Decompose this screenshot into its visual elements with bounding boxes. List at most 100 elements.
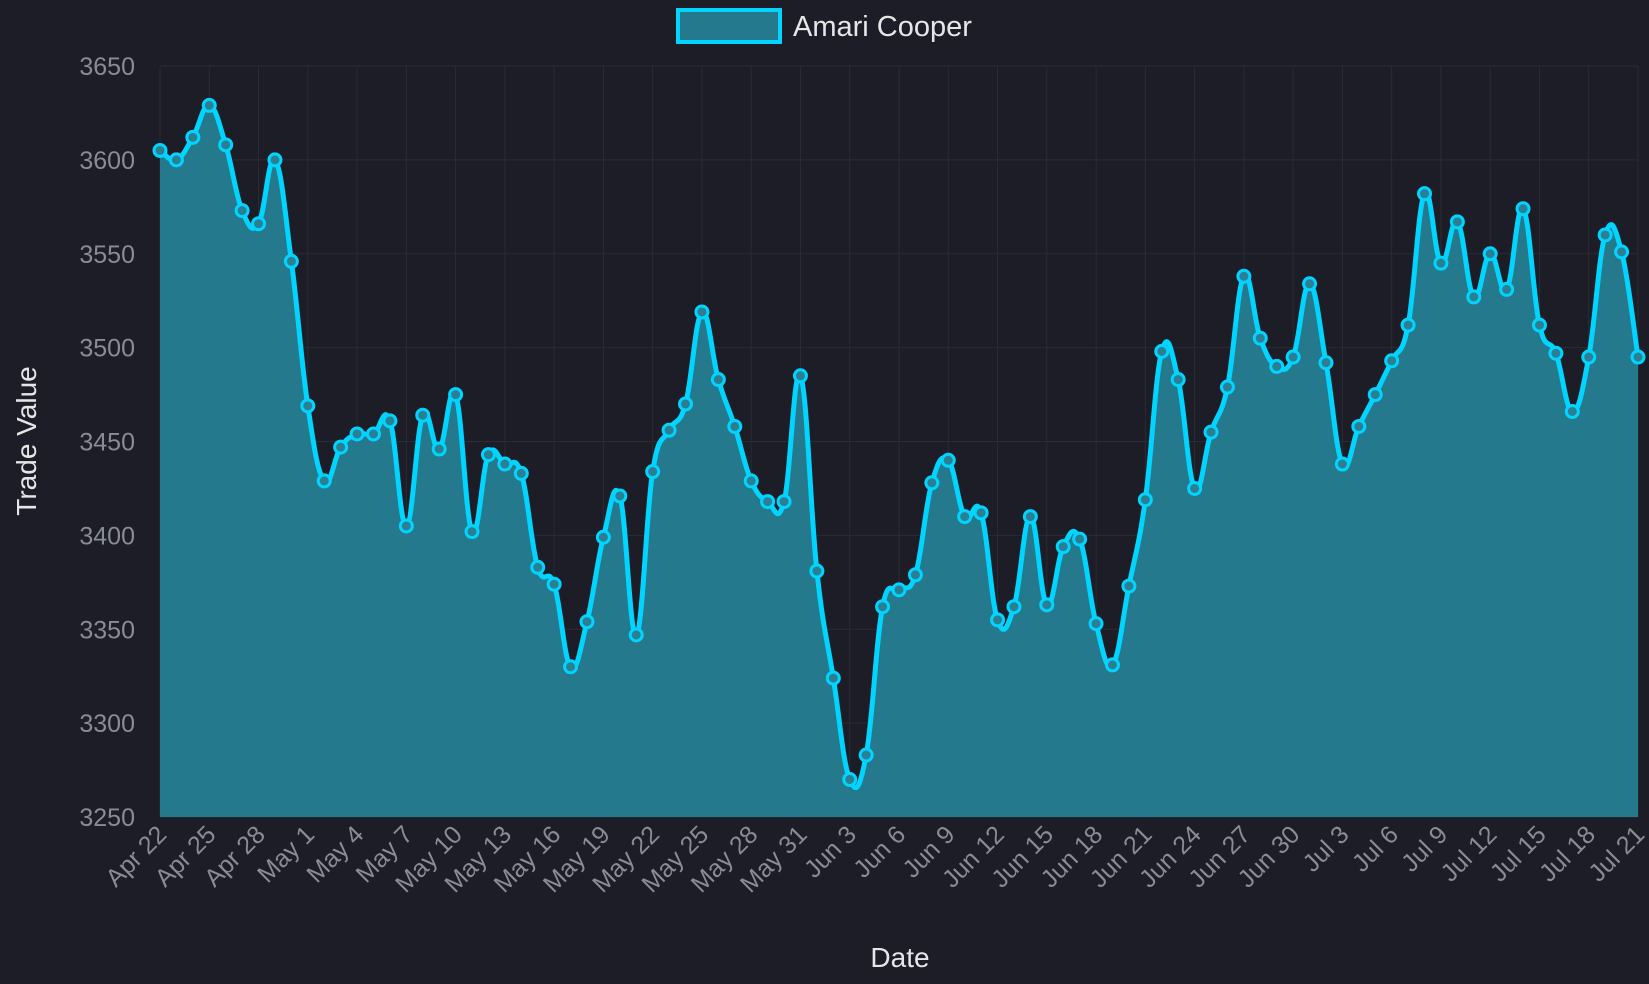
data-point[interactable] [185,129,201,145]
data-point[interactable] [234,203,250,219]
data-point[interactable] [891,582,907,598]
data-point[interactable] [612,488,628,504]
data-point[interactable] [1302,276,1318,292]
data-point[interactable] [152,142,168,158]
data-point[interactable] [1581,349,1597,365]
legend[interactable]: Amari Cooper [676,8,972,44]
data-point[interactable] [661,422,677,438]
y-tick-label: 3500 [79,335,135,363]
data-point[interactable] [694,304,710,320]
data-point[interactable] [431,441,447,457]
data-point[interactable] [365,426,381,442]
data-point[interactable] [1433,255,1449,271]
series-area [160,105,1638,817]
data-point[interactable] [1614,244,1630,260]
data-point[interactable] [1449,214,1465,230]
legend-swatch[interactable] [676,8,782,44]
data-point[interactable] [842,771,858,787]
data-point[interactable] [1400,317,1416,333]
data-point[interactable] [595,529,611,545]
data-point[interactable] [1252,330,1268,346]
data-point[interactable] [201,97,217,113]
data-point[interactable] [1417,186,1433,202]
data-point[interactable] [907,567,923,583]
data-point[interactable] [382,413,398,429]
data-point[interactable] [251,216,267,232]
data-point[interactable] [563,659,579,675]
data-point[interactable] [1630,349,1646,365]
data-point[interactable] [267,152,283,168]
data-point[interactable] [1203,424,1219,440]
data-point[interactable] [1269,358,1285,374]
data-point[interactable] [990,612,1006,628]
data-point[interactable] [973,505,989,521]
x-tick-label: Jun 3 [799,820,862,883]
data-point[interactable] [1548,345,1564,361]
data-point[interactable] [1334,456,1350,472]
data-point[interactable] [645,464,661,480]
x-tick-label: Jun 6 [848,820,911,883]
data-point[interactable] [858,747,874,763]
data-point[interactable] [1187,480,1203,496]
data-point[interactable] [743,473,759,489]
data-point[interactable] [1564,403,1580,419]
data-point[interactable] [1022,509,1038,525]
data-point[interactable] [1482,246,1498,262]
data-point[interactable] [1236,268,1252,284]
y-tick-label: 3350 [79,616,135,644]
data-point[interactable] [218,137,234,153]
data-point[interactable] [1531,317,1547,333]
data-point[interactable] [1384,353,1400,369]
data-point[interactable] [1318,355,1334,371]
data-point[interactable] [924,475,940,491]
data-point[interactable] [1072,531,1088,547]
data-point[interactable] [809,563,825,579]
data-point[interactable] [1006,599,1022,615]
data-point[interactable] [349,426,365,442]
data-point[interactable] [1055,539,1071,555]
data-point[interactable] [1137,492,1153,508]
data-point[interactable] [1104,657,1120,673]
data-point[interactable] [1367,387,1383,403]
data-point[interactable] [628,627,644,643]
data-point[interactable] [497,456,513,472]
data-point[interactable] [1039,597,1055,613]
data-point[interactable] [316,473,332,489]
data-point[interactable] [825,670,841,686]
data-point[interactable] [957,509,973,525]
data-point[interactable] [1088,616,1104,632]
data-point[interactable] [1466,289,1482,305]
data-point[interactable] [579,614,595,630]
legend-label[interactable]: Amari Cooper [793,11,972,43]
y-tick-label: 3650 [79,53,135,81]
data-point[interactable] [168,152,184,168]
data-point[interactable] [1219,379,1235,395]
data-point[interactable] [727,418,743,434]
data-point[interactable] [333,439,349,455]
data-point[interactable] [1351,418,1367,434]
data-point[interactable] [480,447,496,463]
data-point[interactable] [710,372,726,388]
data-point[interactable] [513,465,529,481]
data-point[interactable] [283,253,299,269]
data-point[interactable] [1154,343,1170,359]
data-point[interactable] [464,524,480,540]
data-point[interactable] [760,494,776,510]
data-point[interactable] [530,559,546,575]
data-point[interactable] [1121,578,1137,594]
data-point[interactable] [415,407,431,423]
data-point[interactable] [1170,372,1186,388]
data-point[interactable] [1499,281,1515,297]
data-point[interactable] [546,576,562,592]
data-point[interactable] [875,599,891,615]
data-point[interactable] [678,396,694,412]
data-point[interactable] [792,368,808,384]
data-point[interactable] [1285,349,1301,365]
data-point[interactable] [776,494,792,510]
data-point[interactable] [1597,227,1613,243]
data-point[interactable] [940,452,956,468]
data-point[interactable] [448,387,464,403]
data-point[interactable] [300,398,316,414]
data-point[interactable] [1515,201,1531,217]
data-point[interactable] [398,518,414,534]
